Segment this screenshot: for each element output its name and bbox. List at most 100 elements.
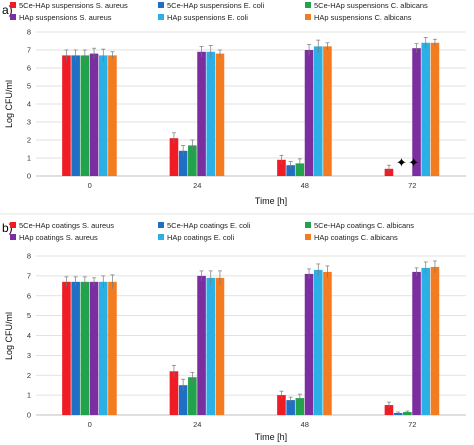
bar <box>412 48 421 177</box>
y-tick-label: 0 <box>27 172 31 181</box>
bars <box>62 266 440 415</box>
legend-swatch <box>158 222 164 228</box>
y-tick-label: 7 <box>27 271 31 280</box>
bar <box>80 281 90 415</box>
legend-swatch <box>158 2 164 8</box>
bar <box>197 51 206 176</box>
bar <box>169 371 179 415</box>
legend-swatch <box>305 234 311 240</box>
error-bars <box>64 260 437 415</box>
bar <box>80 55 90 176</box>
x-tick-label: 24 <box>193 420 201 429</box>
bar <box>323 46 332 177</box>
bar <box>403 412 412 415</box>
legend-label: HAp coatings S. aureus <box>19 233 98 242</box>
legend-label: HAp suspensions E. coli <box>167 13 248 22</box>
y-tick-label: 8 <box>27 28 31 37</box>
y-tick-label: 1 <box>27 154 31 163</box>
panel-label: a) <box>2 3 13 17</box>
y-axis-title: Log CFU/ml <box>4 312 14 360</box>
legend-label: 5Ce-HAp coatings C. albicans <box>314 221 414 230</box>
legend-label: HAp suspensions S. aureus <box>19 13 112 22</box>
x-axis-title: Time [h] <box>255 196 287 206</box>
legend: 5Ce-HAp coatings S. aureus 5Ce-HAp coatin… <box>10 221 414 242</box>
legend-label: HAp suspensions C. albicans <box>314 13 412 22</box>
chart-panel-b: b) 5Ce-HAp coatings S. aureus 5Ce-HAp coat… <box>2 221 466 442</box>
bar <box>62 281 71 415</box>
legend-label: 5Ce-HAp suspensions S. aureus <box>19 1 128 10</box>
y-tick-label: 3 <box>27 118 31 127</box>
legend-swatch <box>10 222 16 228</box>
x-axis-title: Time [h] <box>255 432 287 442</box>
bar <box>295 398 305 415</box>
bar <box>215 277 225 415</box>
y-tick-label: 1 <box>27 391 31 400</box>
legend-label: 5Ce-HAp suspensions C. albicans <box>314 1 428 10</box>
legend-swatch <box>305 2 311 8</box>
bar <box>430 266 440 415</box>
y-tick-label: 7 <box>27 46 31 55</box>
legend-swatch <box>305 222 311 228</box>
bar <box>188 145 197 176</box>
bar <box>304 273 314 415</box>
x-tick-label: 72 <box>408 181 416 190</box>
bar <box>71 55 80 176</box>
bar <box>430 42 440 176</box>
bar <box>98 281 108 415</box>
legend-swatch <box>158 234 164 240</box>
legend-label: 5Ce-HAp suspensions E. coli <box>167 1 264 10</box>
y-tick-label: 6 <box>27 291 31 300</box>
chart-panel-a: a) 5Ce-HAp suspensions S. aureus 5Ce-HAp s… <box>2 1 466 206</box>
bar <box>421 267 431 415</box>
no-growth-marker: ✦ <box>408 156 419 171</box>
bar <box>277 395 286 415</box>
x-tick-label: 48 <box>301 420 309 429</box>
bar <box>89 53 99 176</box>
y-tick-label: 0 <box>27 411 31 420</box>
bar <box>215 53 225 176</box>
y-tick-label: 8 <box>27 252 31 261</box>
y-tick-label: 3 <box>27 351 31 360</box>
x-tick-label: 0 <box>88 420 92 429</box>
legend-swatch <box>10 2 16 8</box>
legend-label: HAp coatings C. albicans <box>314 233 398 242</box>
x-tick-label: 72 <box>408 420 416 429</box>
bar <box>169 138 179 176</box>
legend: 5Ce-HAp suspensions S. aureus 5Ce-HAp sus… <box>10 1 428 22</box>
bar <box>313 269 323 415</box>
legend-label: HAp coatings E. coli <box>167 233 234 242</box>
legend-label: 5Ce-HAp coatings S. aureus <box>19 221 114 230</box>
x-tick-label: 24 <box>193 181 201 190</box>
bar <box>295 163 305 176</box>
bar <box>98 55 108 176</box>
y-tick-label: 2 <box>27 136 31 145</box>
legend-swatch <box>305 14 311 20</box>
bar <box>286 165 295 176</box>
legend-swatch <box>10 14 16 20</box>
bar <box>277 159 286 176</box>
bar <box>108 281 117 415</box>
bar <box>62 55 71 176</box>
bar <box>178 150 188 176</box>
bar <box>188 377 197 415</box>
bar <box>384 405 394 415</box>
bar <box>412 271 421 415</box>
bar <box>421 42 431 176</box>
legend-label: 5Ce-HAp coatings E. coli <box>167 221 251 230</box>
y-tick-label: 4 <box>27 331 31 340</box>
bar <box>197 275 206 415</box>
y-tick-label: 5 <box>27 82 31 91</box>
x-tick-label: 0 <box>88 181 92 190</box>
legend-swatch <box>10 234 16 240</box>
panel-label: b) <box>2 221 13 235</box>
y-tick-label: 5 <box>27 311 31 320</box>
bar <box>108 55 117 176</box>
bar <box>323 271 332 415</box>
legend-swatch <box>158 14 164 20</box>
bar <box>304 50 314 176</box>
bar <box>286 400 295 415</box>
error-bars <box>64 37 437 173</box>
bar <box>206 277 216 415</box>
bar <box>89 281 99 415</box>
bars <box>62 42 440 177</box>
